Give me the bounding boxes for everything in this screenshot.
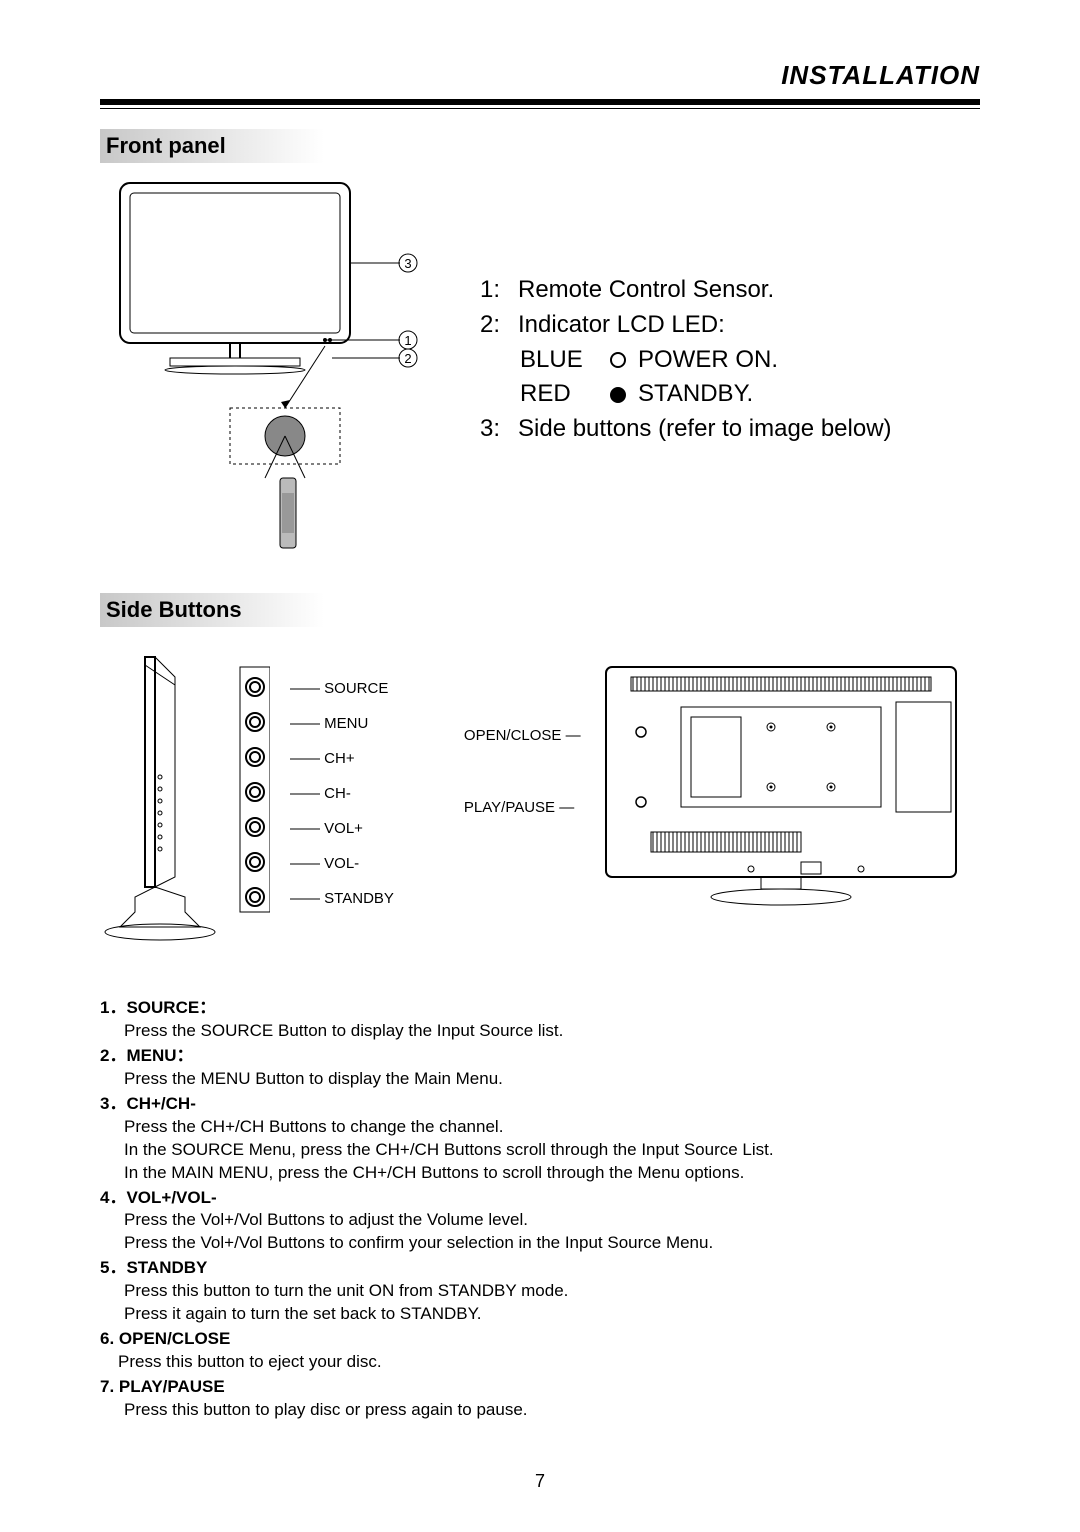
label-source: SOURCE xyxy=(324,680,388,697)
label-open-close: OPEN/CLOSE xyxy=(464,727,562,744)
label-volm: VOL- xyxy=(324,855,359,872)
desc-ch-body1: Press the CH+/CH Buttons to change the c… xyxy=(124,1116,980,1139)
legend-text-2: Indicator LCD LED: xyxy=(518,308,725,343)
led-red-label: RED xyxy=(520,377,598,412)
side-button-labels: —— SOURCE —— MENU —— CH+ —— CH- —— VOL+ … xyxy=(290,647,394,926)
label-volp: VOL+ xyxy=(324,820,363,837)
callout-2: 2 xyxy=(404,351,411,366)
led-blue-icon xyxy=(610,352,626,368)
desc-ch-body3: In the MAIN MENU, press the CH+/CH Butto… xyxy=(124,1162,980,1185)
desc-source-head: 1．SOURCE： xyxy=(100,997,980,1020)
desc-vol-head: 4．VOL+/VOL- xyxy=(100,1187,980,1210)
desc-ch-head: 3．CH+/CH- xyxy=(100,1093,980,1116)
label-chm: CH- xyxy=(324,785,351,802)
desc-standby-body1: Press this button to turn the unit ON fr… xyxy=(124,1280,980,1303)
desc-openclose-body: Press this button to eject your disc. xyxy=(118,1351,980,1374)
front-panel-diagram: 3 1 2 xyxy=(100,173,440,573)
legend-text-3: Side buttons (refer to image below) xyxy=(518,412,892,447)
led-red-state: STANDBY. xyxy=(638,377,753,412)
desc-playpause-body: Press this button to play disc or press … xyxy=(124,1399,980,1422)
header-title: INSTALLATION xyxy=(100,60,980,91)
side-buttons-row: —— SOURCE —— MENU —— CH+ —— CH- —— VOL+ … xyxy=(100,647,980,967)
page-number: 7 xyxy=(0,1471,1080,1492)
button-descriptions: 1．SOURCE： Press the SOURCE Button to dis… xyxy=(100,997,980,1422)
led-red-icon xyxy=(610,387,626,403)
desc-menu-head: 2．MENU： xyxy=(100,1045,980,1068)
desc-source-body: Press the SOURCE Button to display the I… xyxy=(124,1020,980,1043)
back-view-diagram xyxy=(601,647,961,927)
front-panel-heading: Front panel xyxy=(100,129,380,163)
label-play-pause: PLAY/PAUSE xyxy=(464,799,555,816)
desc-standby-head: 5．STANDBY xyxy=(100,1257,980,1280)
legend-num-2: 2: xyxy=(480,308,518,343)
desc-vol-body2: Press the Vol+/Vol Buttons to confirm yo… xyxy=(124,1232,980,1255)
legend-num-1: 1: xyxy=(480,273,518,308)
desc-openclose-head: 6. OPEN/CLOSE xyxy=(100,1328,980,1351)
desc-ch-body2: In the SOURCE Menu, press the CH+/CH But… xyxy=(124,1139,980,1162)
label-menu: MENU xyxy=(324,715,368,732)
back-panel-labels: OPEN/CLOSE — PLAY/PAUSE — xyxy=(464,647,581,871)
legend-num-3: 3: xyxy=(480,412,518,447)
label-standby: STANDBY xyxy=(324,890,394,907)
front-panel-row: 3 1 2 1: Remote Control Sensor. 2: Indic… xyxy=(100,173,980,573)
front-panel-legend: 1: Remote Control Sensor. 2: Indicator L… xyxy=(480,173,892,447)
desc-vol-body1: Press the Vol+/Vol Buttons to adjust the… xyxy=(124,1209,980,1232)
desc-menu-body: Press the MENU Button to display the Mai… xyxy=(124,1068,980,1091)
label-chp: CH+ xyxy=(324,750,354,767)
desc-playpause-head: 7. PLAY/PAUSE xyxy=(100,1376,980,1399)
side-buttons-heading: Side Buttons xyxy=(100,593,380,627)
header-rule xyxy=(100,99,980,109)
side-view-diagram xyxy=(100,647,270,967)
callout-1: 1 xyxy=(404,333,411,348)
led-blue-label: BLUE xyxy=(520,343,598,378)
legend-text-1: Remote Control Sensor. xyxy=(518,273,774,308)
led-blue-state: POWER ON. xyxy=(638,343,778,378)
desc-standby-body2: Press it again to turn the set back to S… xyxy=(124,1303,980,1326)
callout-3: 3 xyxy=(404,256,411,271)
